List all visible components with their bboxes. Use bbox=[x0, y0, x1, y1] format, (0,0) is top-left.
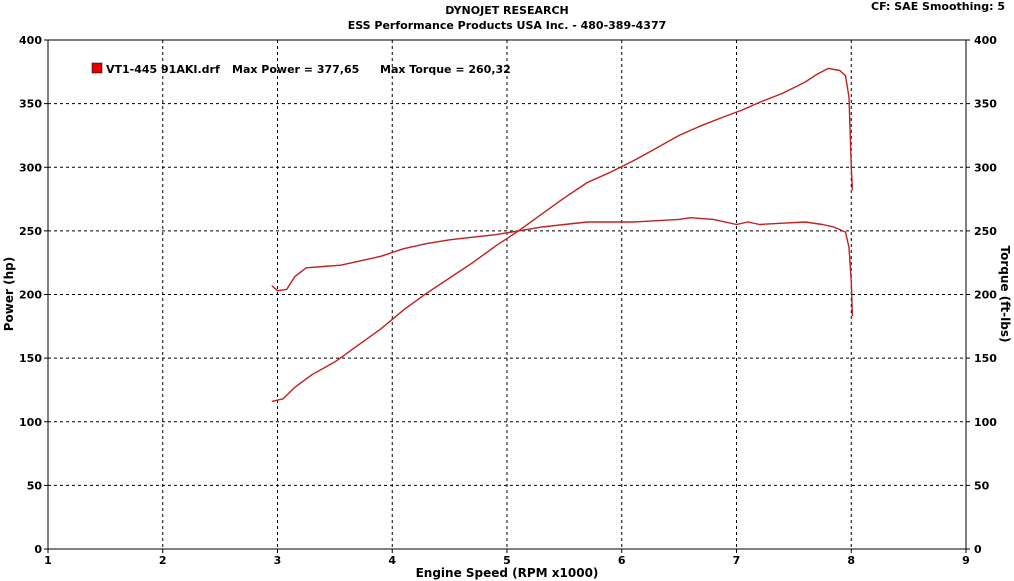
y-tick-label-right: 400 bbox=[974, 34, 997, 47]
grid bbox=[48, 40, 966, 549]
y-tick-label-left: 100 bbox=[19, 416, 42, 429]
y-tick-label-right: 350 bbox=[974, 98, 997, 111]
y-tick-label-left: 300 bbox=[19, 161, 42, 174]
y-tick-label-right: 250 bbox=[974, 225, 997, 238]
y-tick-label-right: 50 bbox=[974, 479, 990, 492]
legend-swatch bbox=[91, 62, 103, 74]
y-axis-label-left: Power (hp) bbox=[2, 257, 16, 331]
y-tick-label-left: 200 bbox=[19, 289, 42, 302]
x-tick-label: 3 bbox=[274, 554, 282, 567]
y-tick-label-left: 0 bbox=[34, 543, 42, 556]
y-tick-label-right: 100 bbox=[974, 416, 997, 429]
x-tick-label: 2 bbox=[159, 554, 167, 567]
series-line-1 bbox=[271, 67, 854, 403]
x-tick-label: 9 bbox=[962, 554, 970, 567]
y-tick-label-right: 300 bbox=[974, 161, 997, 174]
series-line-2 bbox=[271, 216, 854, 317]
correction-info: CF: SAE Smoothing: 5 bbox=[871, 0, 1005, 13]
chart-subtitle: ESS Performance Products USA Inc. - 480-… bbox=[348, 19, 667, 32]
y-tick-label-right: 150 bbox=[974, 352, 997, 365]
x-tick-label: 8 bbox=[847, 554, 855, 567]
series-layer bbox=[271, 67, 854, 403]
x-axis-label: Engine Speed (RPM x1000) bbox=[416, 566, 599, 580]
x-tick-label: 7 bbox=[733, 554, 741, 567]
y-tick-label-left: 400 bbox=[19, 34, 42, 47]
y-axis-label-right: Torque (ft-lbs) bbox=[998, 246, 1012, 343]
y-tick-label-left: 250 bbox=[19, 225, 42, 238]
y-tick-label-right: 200 bbox=[974, 289, 997, 302]
x-tick-label: 1 bbox=[44, 554, 52, 567]
x-tick-label: 6 bbox=[618, 554, 626, 567]
legend-max-torque: Max Torque = 260,32 bbox=[380, 63, 511, 76]
x-tick-label: 5 bbox=[503, 554, 511, 567]
y-tick-label-left: 350 bbox=[19, 98, 42, 111]
legend-file: VT1-445 91AKI.drf bbox=[106, 63, 220, 76]
legend-max-power: Max Power = 377,65 bbox=[232, 63, 359, 76]
y-tick-label-left: 150 bbox=[19, 352, 42, 365]
y-tick-label-left: 50 bbox=[27, 479, 43, 492]
y-tick-label-right: 0 bbox=[974, 543, 982, 556]
chart-title: DYNOJET RESEARCH bbox=[445, 4, 568, 17]
x-tick-label: 4 bbox=[388, 554, 396, 567]
